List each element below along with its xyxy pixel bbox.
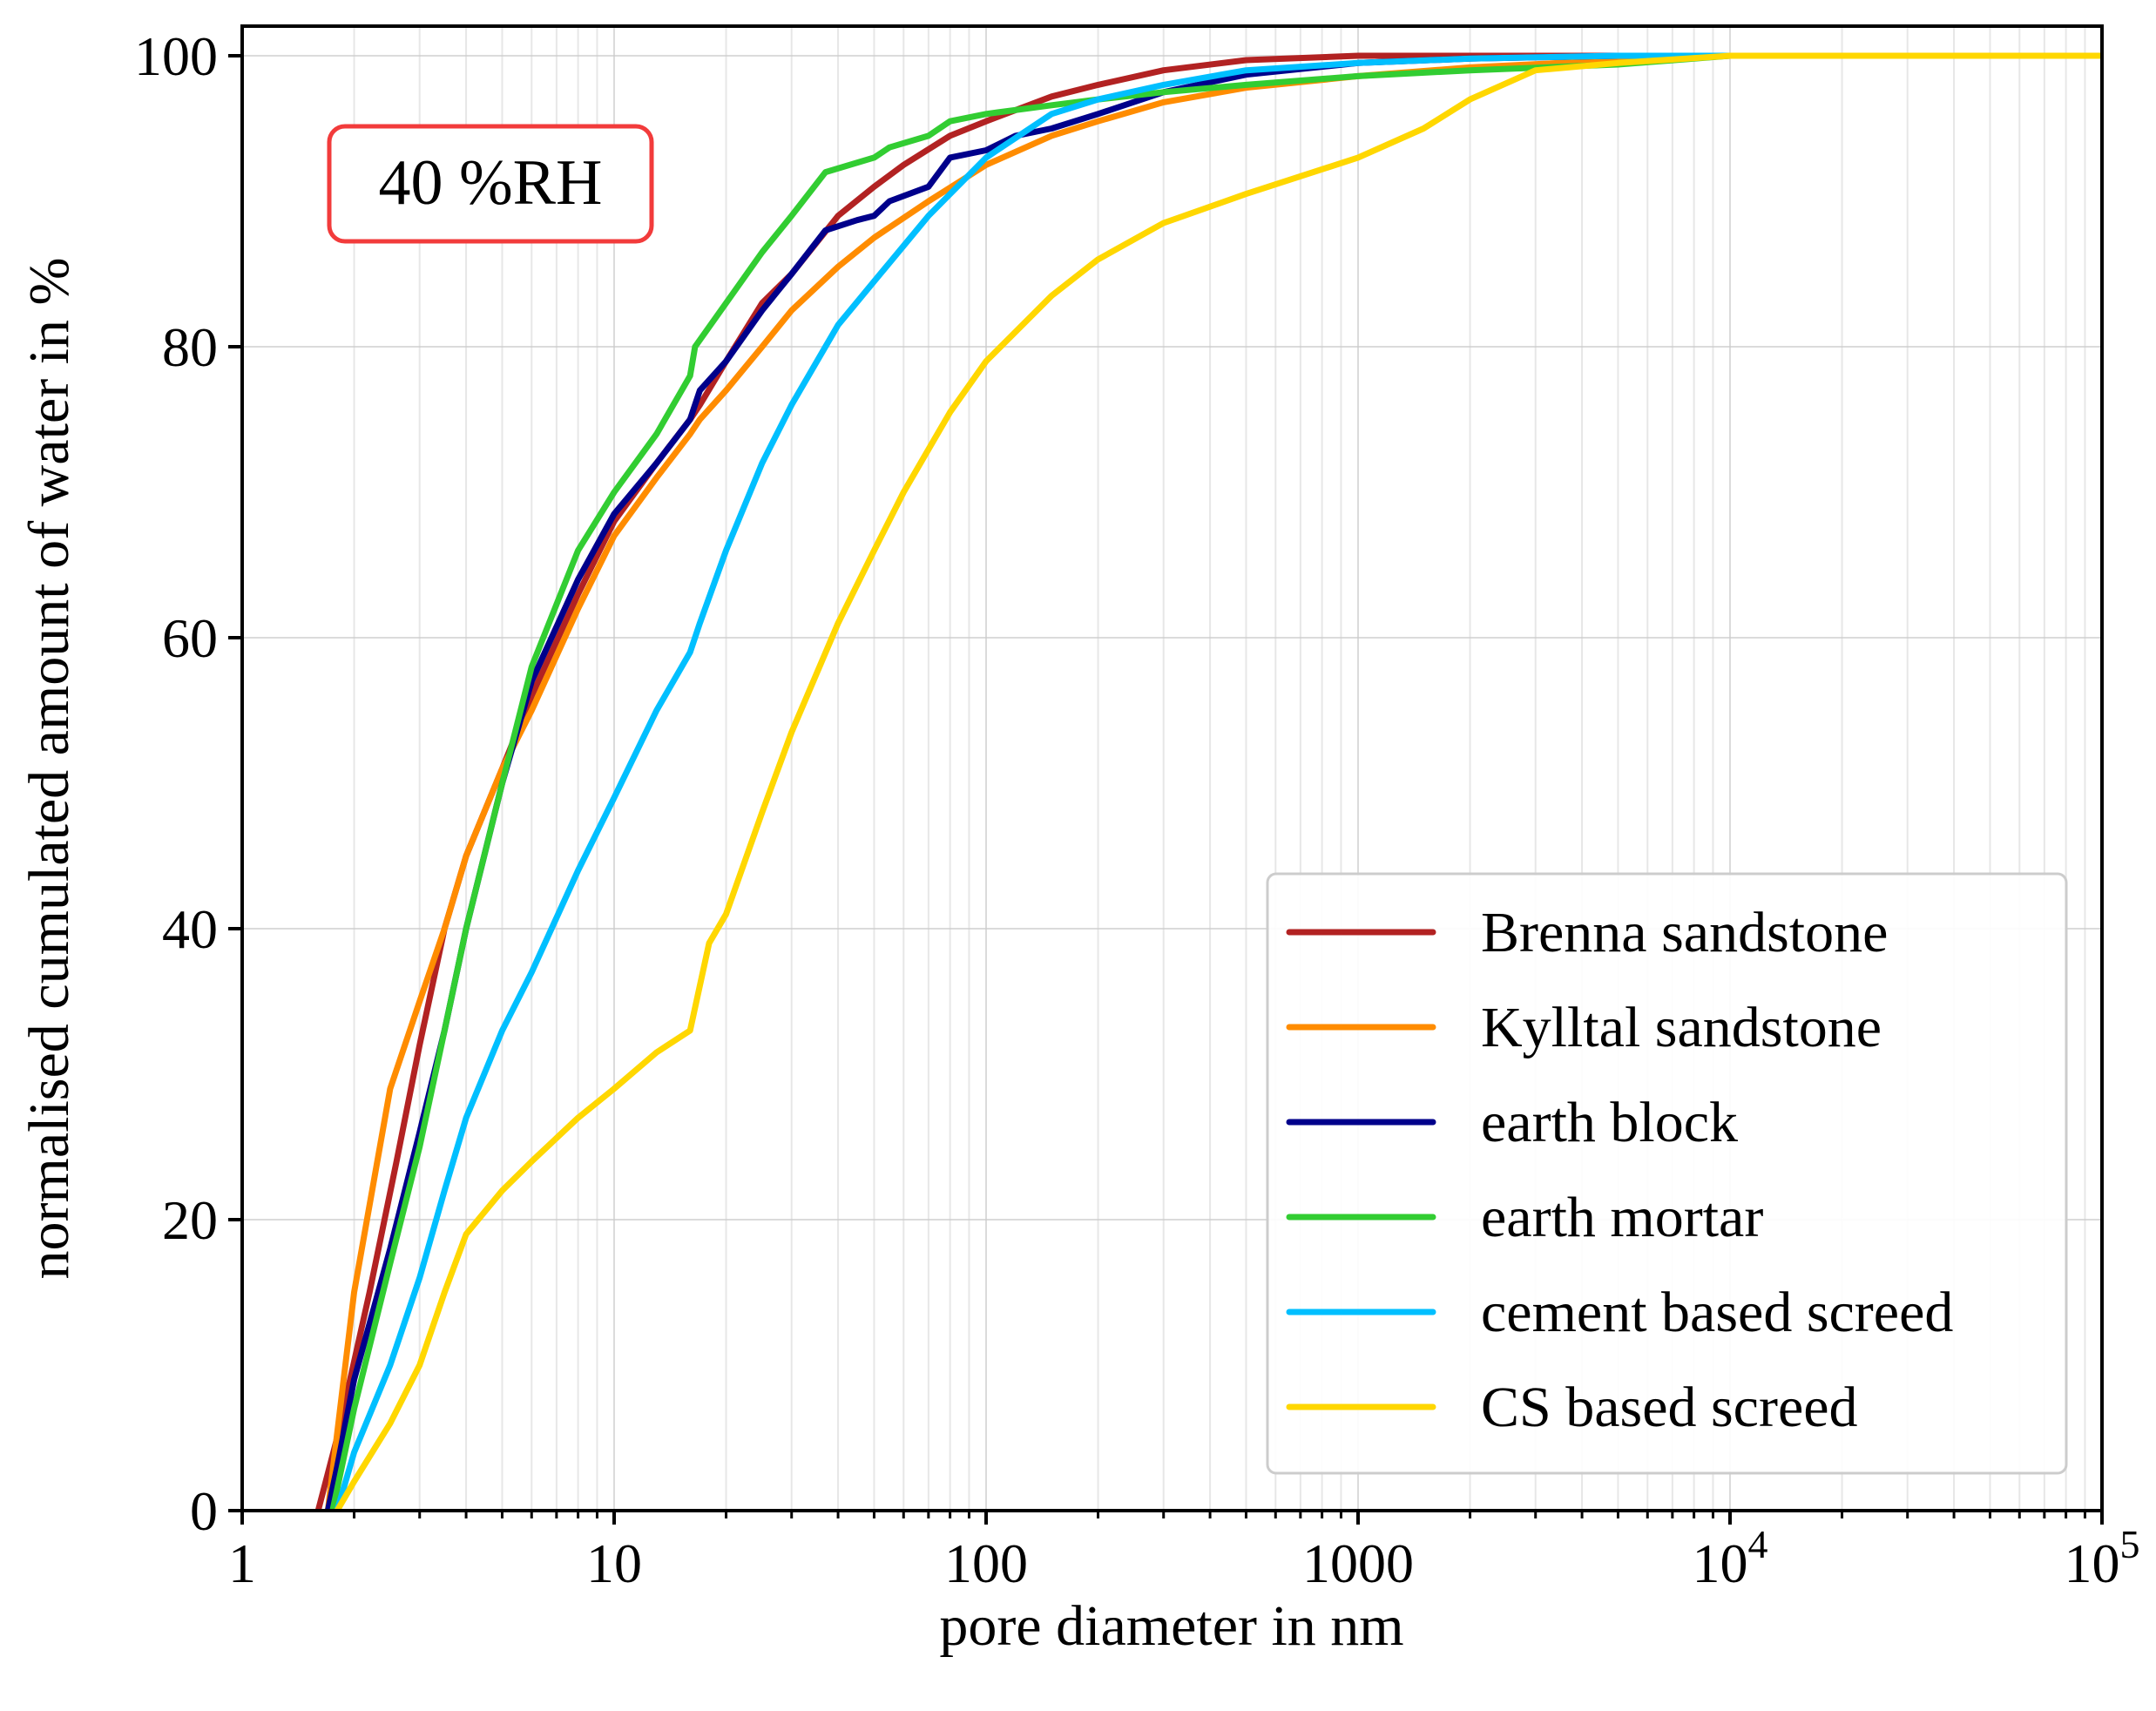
series-lines (314, 52, 2102, 1511)
x-tick-exponent: 5 (2120, 1522, 2140, 1566)
x-tick-label: 1000 (1302, 1532, 1414, 1594)
legend-frame (1266, 872, 2068, 1475)
legend-label-5: CS based screed (1481, 1376, 1858, 1439)
x-tick-label: 10 (586, 1532, 642, 1594)
legend-label-0: Brenna sandstone (1481, 901, 1888, 964)
x-tick-label: 100 (944, 1532, 1028, 1594)
legend-label-2: earth block (1481, 1091, 1738, 1154)
legend: Brenna sandstone Kylltal sandstone earth b… (1266, 872, 2068, 1475)
x-axis-label: pore diameter in nm (939, 1594, 1403, 1658)
x-tick-base: 10 (1693, 1532, 1748, 1594)
x-tick-exponent: 4 (1748, 1522, 1768, 1566)
x-tick-label: 1 (228, 1532, 256, 1594)
y-tick-label: 40 (162, 898, 218, 960)
legend-label-4: cement based screed (1481, 1281, 1953, 1344)
y-tick-label: 80 (162, 316, 218, 378)
x-tick-label: 105 (2065, 1522, 2140, 1594)
legend-label-1: Kylltal sandstone (1481, 996, 1882, 1059)
series-line-5 (334, 52, 2102, 1511)
series-line-3 (329, 52, 2102, 1511)
y-tick-label: 100 (134, 25, 218, 87)
annotation-box: 40 %RH (327, 124, 654, 244)
series-line-4 (334, 52, 2102, 1511)
y-tick-label: 60 (162, 607, 218, 669)
annotation-text: 40 %RH (379, 147, 603, 219)
x-tick-base: 10 (2065, 1532, 2120, 1594)
y-axis-label: normalised cumulated amount of water in … (17, 258, 81, 1280)
plot-frame (240, 24, 2104, 1512)
y-tick-label: 0 (190, 1480, 218, 1542)
series-line-0 (314, 52, 2102, 1511)
y-tick-label: 20 (162, 1189, 218, 1251)
legend-label-3: earth mortar (1481, 1186, 1763, 1249)
x-tick-label: 104 (1693, 1522, 1768, 1594)
